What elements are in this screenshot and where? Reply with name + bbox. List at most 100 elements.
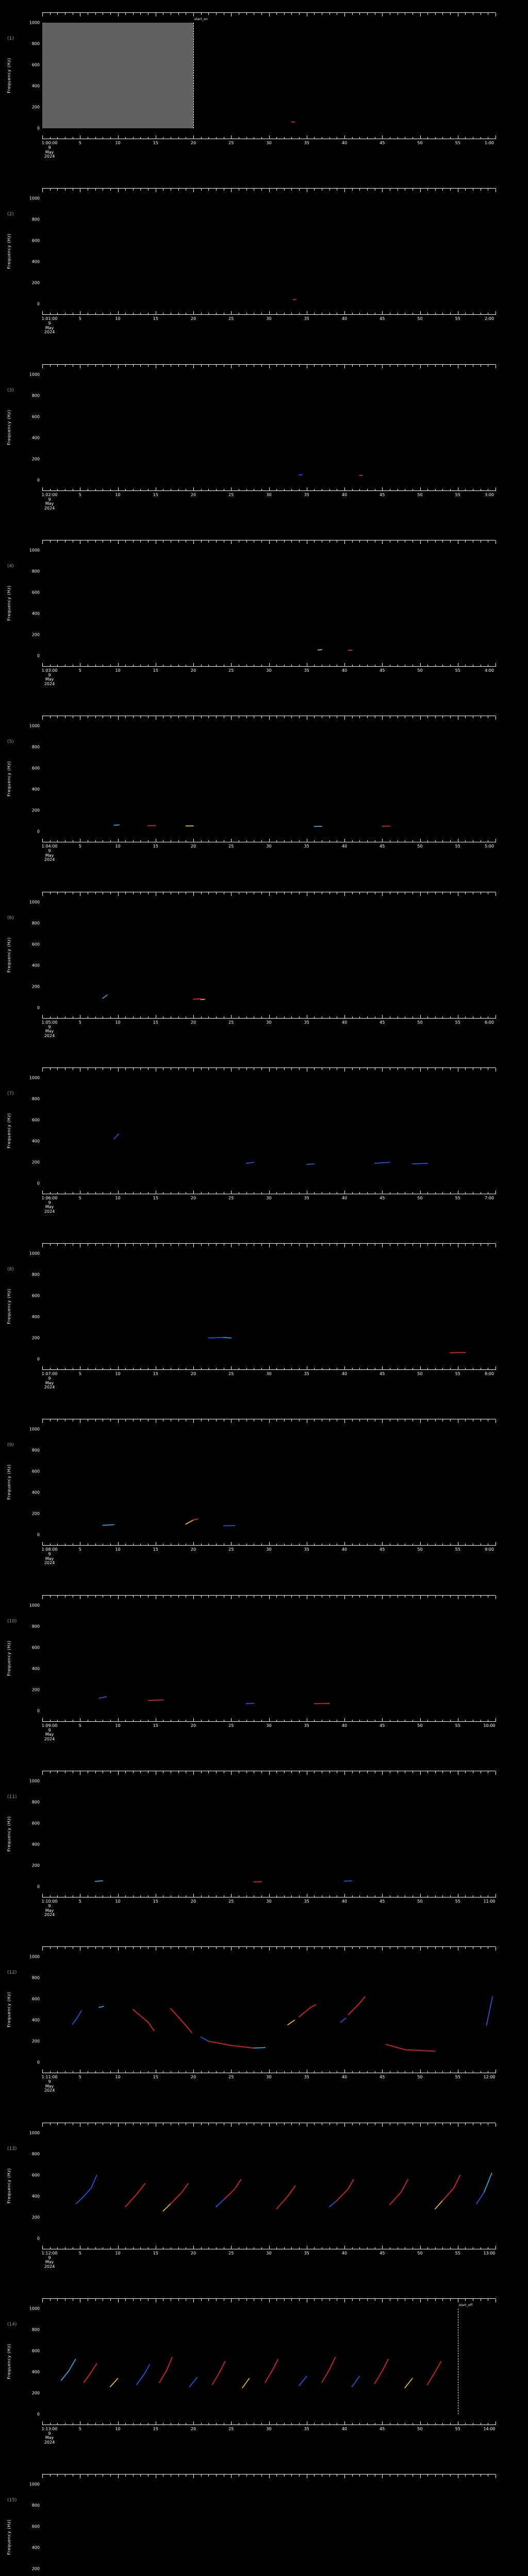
date-year: 2024 (44, 1736, 55, 1741)
x-tick-mark (269, 1894, 270, 1897)
x-tick-mark (42, 1542, 43, 1546)
x-tick-mark (110, 1067, 111, 1070)
x-tick-mark (412, 1192, 413, 1194)
x-tick-mark (57, 2298, 58, 2301)
x-tick-mark (291, 13, 292, 15)
x-tick-mark (201, 2071, 202, 2074)
x-tick-mark (420, 2123, 421, 2127)
x-tick-label: 25 (228, 1547, 234, 1552)
x-tick-mark (442, 540, 443, 543)
x-tick-mark (193, 13, 194, 16)
x-tick-mark (299, 313, 300, 315)
x-tick-label: 30 (266, 1723, 272, 1728)
y-tick-label: 200 (31, 456, 40, 462)
x-tick-mark (382, 135, 383, 139)
x-axis-date: 9 May 2024 (44, 849, 55, 862)
x-tick-mark (314, 137, 315, 139)
x-tick-mark (118, 1894, 119, 1897)
x-tick-mark (110, 1419, 111, 1422)
x-tick-mark (329, 840, 330, 843)
x-tick-label: 40 (341, 1195, 348, 1200)
x-tick-mark (118, 1014, 119, 1019)
y-tick-label: 800 (31, 744, 40, 750)
contour-track (76, 2174, 97, 2204)
plot-area (42, 726, 496, 832)
x-tick-mark (57, 716, 58, 719)
x-tick-label: 55 (455, 844, 460, 849)
x-tick-mark (140, 1544, 141, 1546)
x-axis-top (42, 188, 496, 193)
x-tick-mark (435, 1244, 436, 1246)
x-tick-mark (261, 2071, 262, 2074)
x-tick-mark (329, 1895, 330, 1897)
x-tick-mark (208, 1244, 209, 1246)
x-tick-mark (193, 311, 194, 315)
y-tick-label: 400 (31, 2194, 40, 2199)
x-tick-mark (95, 540, 96, 543)
x-tick-mark (412, 664, 413, 667)
x-tick-mark (110, 364, 111, 367)
x-axis-date: 9 May 2024 (44, 1200, 55, 1214)
x-tick-mark (465, 664, 466, 667)
x-axis-top (42, 1067, 496, 1072)
x-tick-label: 40 (341, 1899, 348, 1904)
x-tick-mark (216, 1368, 217, 1370)
x-tick-mark (95, 1368, 96, 1370)
frequency-tracks (113, 824, 390, 827)
x-tick-mark (42, 2123, 43, 2127)
x-tick-mark (50, 1067, 51, 1070)
x-tick-mark (57, 1244, 58, 1246)
x-tick-mark (465, 2422, 466, 2425)
x-tick-mark (125, 892, 126, 894)
x-tick-mark (314, 189, 315, 191)
x-tick-mark (95, 1419, 96, 1422)
date-year: 2024 (44, 505, 55, 511)
x-tick-mark (284, 2298, 285, 2301)
x-tick-mark (133, 664, 134, 667)
y-tick-label: 800 (31, 1975, 40, 1980)
x-tick-mark (269, 1014, 270, 1019)
x-tick-mark (193, 189, 194, 193)
x-tick-mark (231, 2123, 232, 2127)
contour-track (427, 2361, 442, 2385)
contour-track (113, 1133, 119, 1140)
x-tick-mark (133, 2123, 134, 2125)
y-tick-label: 600 (31, 766, 40, 771)
x-tick-label: 55 (455, 668, 460, 673)
y-tick-label: 600 (31, 2524, 40, 2529)
x-tick-mark (329, 1719, 330, 1722)
x-tick-mark (276, 892, 277, 894)
x-tick-mark (208, 664, 209, 667)
x-tick-mark (359, 2298, 360, 2301)
x-tick-mark (125, 313, 126, 315)
x-tick-mark (427, 488, 428, 491)
x-tick-mark (352, 1067, 353, 1070)
x-tick-mark (57, 664, 58, 667)
x-tick-mark (352, 488, 353, 491)
x-tick-mark (110, 1771, 111, 1773)
x-tick-mark (291, 313, 292, 315)
contour-track (208, 1337, 224, 1338)
y-tick-label: 400 (31, 1842, 40, 1847)
plot-area (42, 550, 496, 656)
x-tick-mark (261, 2422, 262, 2425)
x-tick-mark (261, 189, 262, 191)
x-tick-mark (178, 2123, 179, 2125)
x-tick-mark (42, 663, 43, 667)
contour-track (136, 2364, 150, 2385)
x-tick-mark (359, 540, 360, 543)
x-tick-mark (284, 840, 285, 843)
x-tick-mark (201, 1419, 202, 1422)
x-tick-mark (133, 2298, 134, 2301)
x-tick-mark (344, 135, 345, 139)
x-tick-mark (450, 1067, 451, 1070)
x-tick-mark (299, 2298, 300, 2301)
x-tick-label: 55 (455, 1020, 460, 1025)
y-tick-label: 200 (31, 1687, 40, 1692)
x-tick-mark (412, 1368, 413, 1370)
x-tick-mark (435, 1192, 436, 1194)
x-tick-mark (291, 364, 292, 367)
y-tick-label: 200 (31, 2215, 40, 2220)
x-tick-mark (216, 189, 217, 191)
x-tick-mark (193, 1244, 194, 1248)
